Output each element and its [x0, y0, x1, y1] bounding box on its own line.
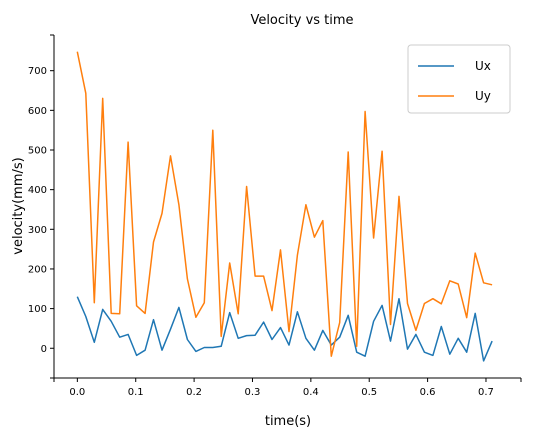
- axes: [53, 35, 521, 379]
- legend-box: [407, 44, 511, 114]
- x-tick-label: 0.1: [128, 387, 144, 398]
- x-tick-label: 0.2: [186, 387, 202, 398]
- y-tick-label: 300: [28, 225, 47, 236]
- x-tick-label: 0.3: [245, 387, 261, 398]
- y-axis-title: velocity(mm/s): [11, 157, 26, 254]
- x-tick-label: 0.6: [420, 387, 436, 398]
- x-tick-label: 0.0: [69, 387, 85, 398]
- y-tick-label: 700: [28, 66, 47, 77]
- y-tick-label: 600: [28, 106, 47, 117]
- y-tick-label: 400: [28, 185, 47, 196]
- x-tick-label: 0.5: [361, 387, 377, 398]
- legend: Ux Uy: [407, 44, 511, 114]
- y-ticks: 0 100 200 300 400 500 600 700: [28, 34, 54, 379]
- series-line-ux: [76, 296, 493, 362]
- y-tick-label: 200: [28, 264, 47, 275]
- x-tick-label: 0.4: [303, 387, 319, 398]
- y-tick-label: 500: [28, 145, 47, 156]
- series-layer: [76, 51, 493, 362]
- legend-label-uy: Uy: [475, 89, 491, 103]
- x-axis-title: time(s): [265, 414, 311, 429]
- y-tick-label: 100: [28, 304, 47, 315]
- x-tick-label: 0.7: [478, 387, 494, 398]
- legend-label-ux: Ux: [475, 59, 491, 73]
- series-line-uy: [76, 51, 493, 357]
- x-ticks: 0.0 0.1 0.2 0.3 0.4 0.5 0.6 0.7: [53, 378, 522, 398]
- chart-title: Velocity vs time: [250, 13, 353, 28]
- y-tick-label: 0: [41, 344, 47, 355]
